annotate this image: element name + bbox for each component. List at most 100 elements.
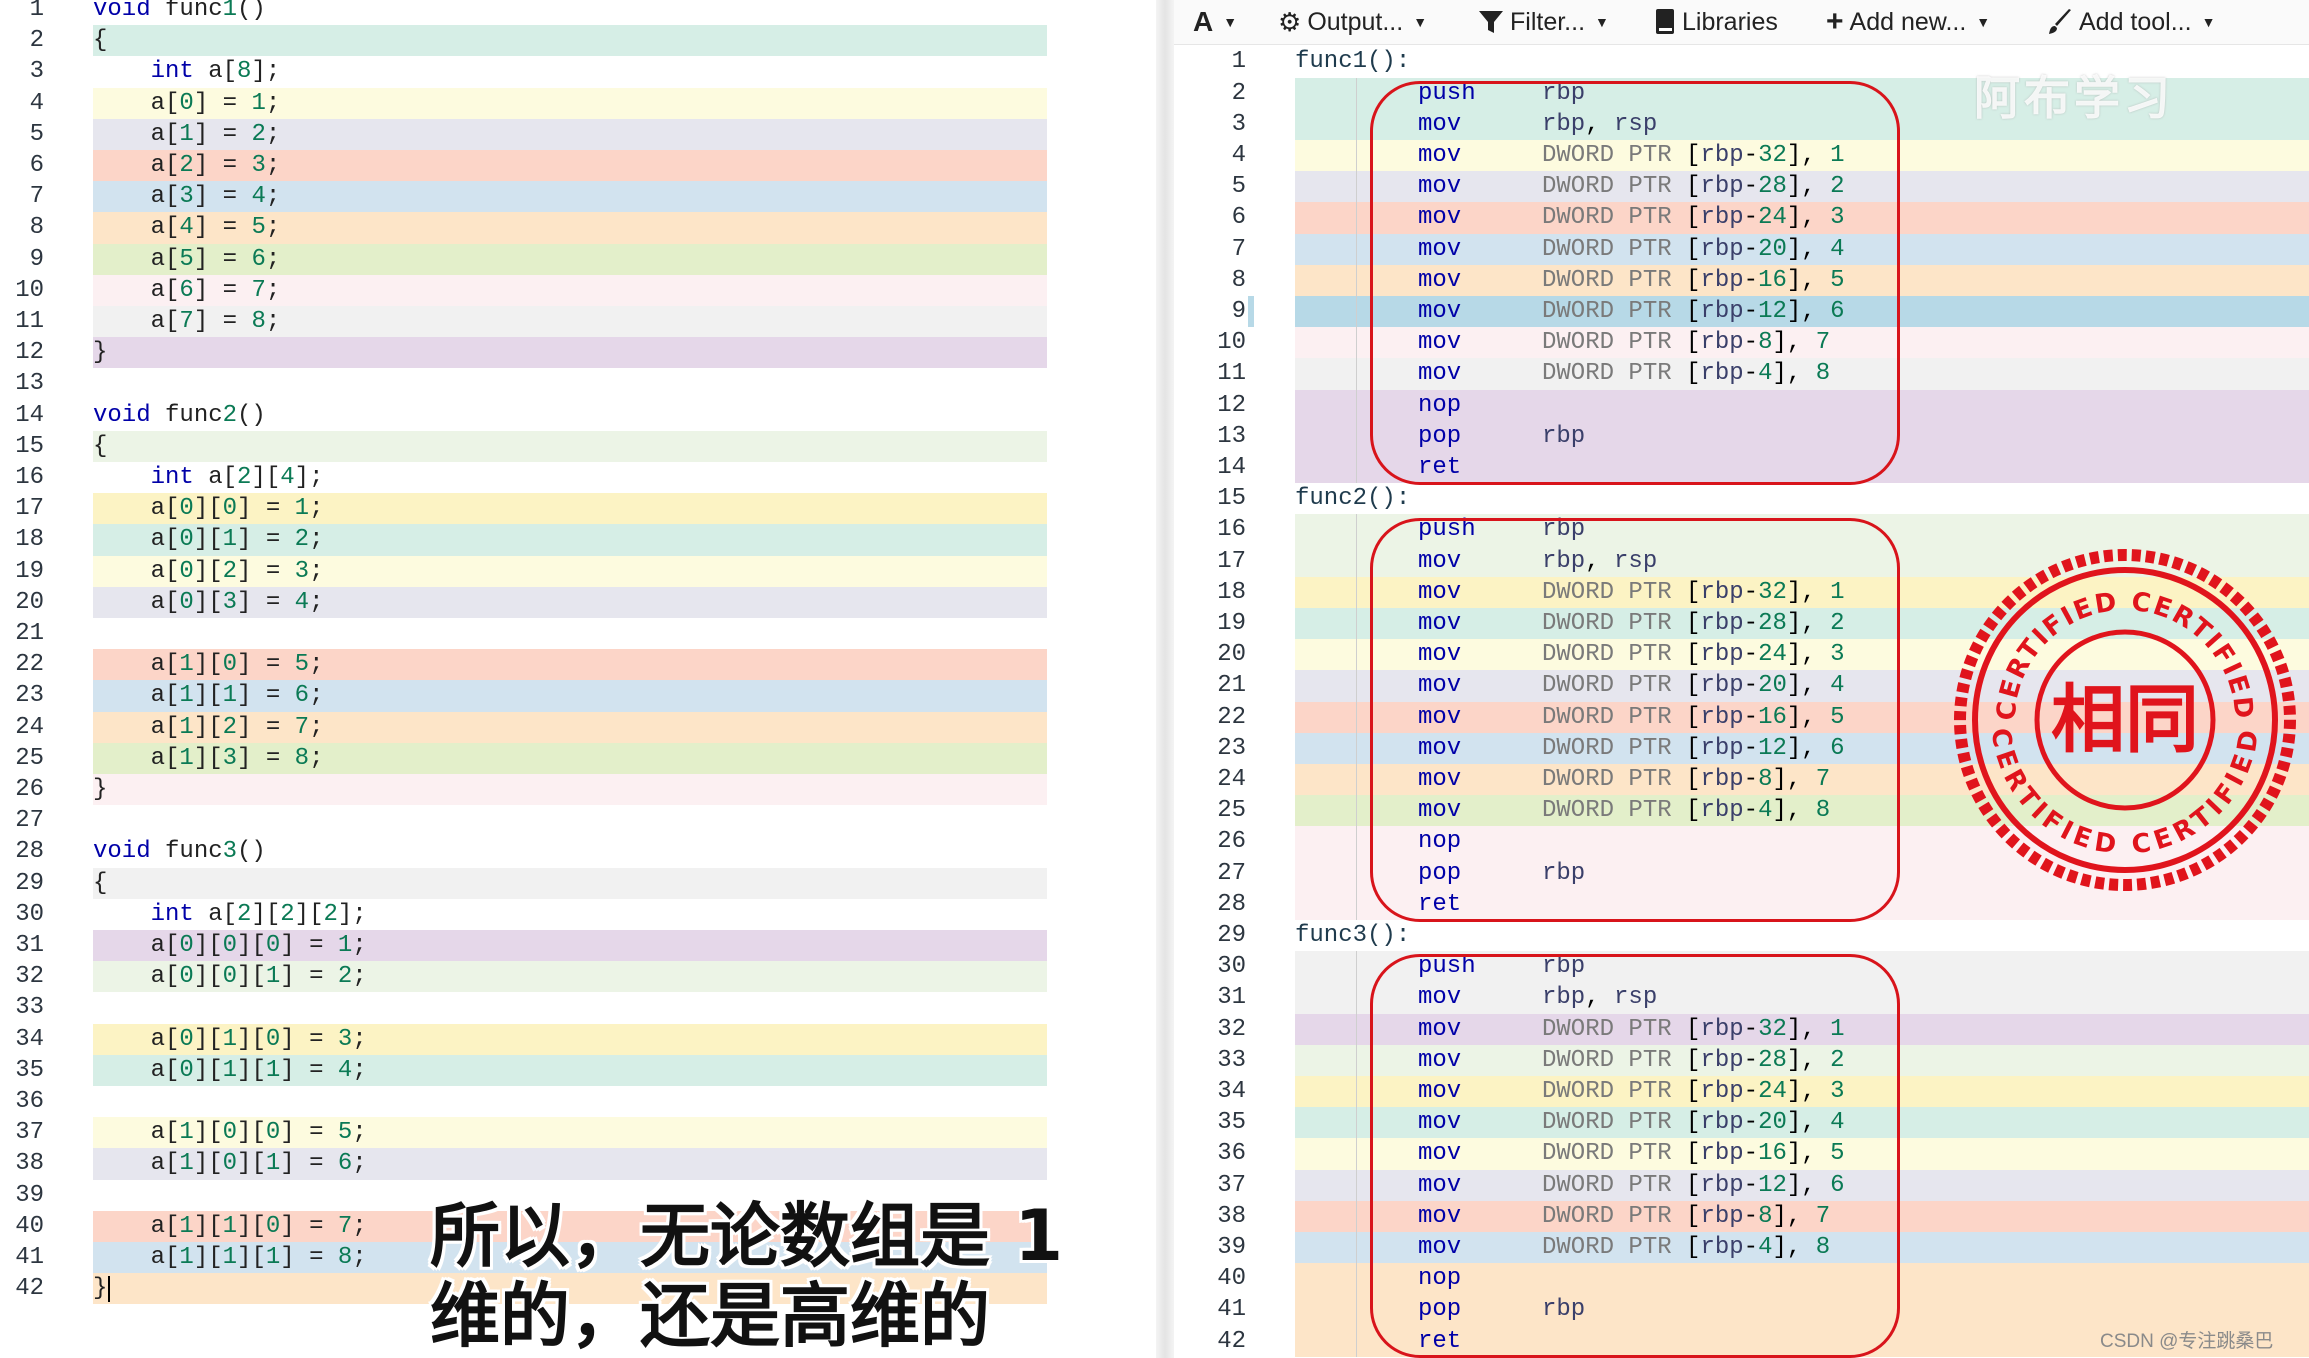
code-line[interactable]: { (93, 430, 1047, 462)
asm-instruction-line[interactable]: mov DWORD PTR [rbp-28], 2 (1295, 1044, 2309, 1076)
asm-instruction-line[interactable]: mov DWORD PTR [rbp-32], 1 (1295, 1013, 2309, 1045)
asm-instruction-line[interactable]: mov DWORD PTR [rbp-12], 6 (1295, 296, 2309, 328)
number-token: 4 (1830, 672, 1845, 700)
number-token: 1 (222, 1025, 238, 1053)
code-line[interactable]: void func3() (93, 836, 1047, 867)
asm-instruction-line[interactable]: mov DWORD PTR [rbp-16], 5 (1295, 701, 2309, 733)
asm-instruction-line[interactable]: ret (1295, 888, 2309, 920)
code-line[interactable]: a[0] = 1; (93, 87, 1047, 119)
code-line[interactable]: a[1][1][0] = 7; (93, 1210, 1047, 1242)
code-line[interactable]: a[1][1] = 6; (93, 680, 1047, 712)
code-token: a[ (93, 932, 180, 959)
code-line[interactable] (93, 1086, 1047, 1117)
asm-instruction-line[interactable]: push rbp (1295, 514, 2309, 546)
code-line[interactable]: int a[8]; (93, 56, 1047, 88)
asm-instruction-line[interactable]: mov DWORD PTR [rbp-12], 6 (1295, 732, 2309, 764)
asm-instruction-line[interactable]: nop (1295, 1263, 2309, 1295)
asm-instruction-line[interactable]: nop (1295, 826, 2309, 858)
code-line[interactable]: a[7] = 8; (93, 306, 1047, 338)
number-token: 12 (1758, 298, 1787, 325)
asm-instruction-line[interactable]: mov DWORD PTR [rbp-16], 5 (1295, 264, 2309, 296)
code-line[interactable]: void func2() (93, 400, 1047, 431)
code-line[interactable]: void func1() (93, 0, 1047, 25)
asm-instruction-line[interactable]: push rbp (1295, 951, 2309, 983)
code-line[interactable]: a[0][3] = 4; (93, 586, 1047, 618)
code-line[interactable] (93, 992, 1047, 1023)
asm-instruction-line[interactable]: mov DWORD PTR [rbp-28], 2 (1295, 171, 2309, 203)
libraries-button[interactable]: Libraries (1654, 6, 1778, 38)
code-line[interactable]: { (93, 25, 1047, 57)
source-editor[interactable]: 1 void func1() 2{3 int a[8]; 4 a[0] = 1; 5 a… (0, 0, 1156, 1358)
code-line[interactable]: a[0][0][1] = 2; (93, 961, 1047, 993)
asm-instruction-line[interactable]: ret (1295, 1325, 2309, 1357)
code-line[interactable]: a[1] = 2; (93, 118, 1047, 150)
asm-label-line[interactable]: func1(): (1295, 46, 2309, 77)
output-dropdown[interactable]: ⚙ Output... ▼ (1278, 6, 1427, 38)
code-line[interactable]: a[1][0][0] = 5; (93, 1117, 1047, 1149)
line-number: 16 (1217, 516, 1246, 544)
asm-instruction-line[interactable]: mov DWORD PTR [rbp-16], 5 (1295, 1138, 2309, 1170)
code-line[interactable] (93, 368, 1047, 399)
asm-instruction-line[interactable]: mov DWORD PTR [rbp-8], 7 (1295, 327, 2309, 359)
asm-instruction-line[interactable]: mov DWORD PTR [rbp-24], 3 (1295, 202, 2309, 234)
asm-instruction-line[interactable]: mov DWORD PTR [rbp-20], 4 (1295, 233, 2309, 265)
code-line[interactable]: a[0][2] = 3; (93, 555, 1047, 587)
asm-instruction-line[interactable]: mov DWORD PTR [rbp-32], 1 (1295, 140, 2309, 172)
asm-label-line[interactable]: func3(): (1295, 920, 2309, 951)
filter-dropdown[interactable]: Filter... ▼ (1478, 6, 1609, 38)
asm-label-line[interactable]: func2(): (1295, 483, 2309, 514)
code-line[interactable]: int a[2][4]; (93, 462, 1047, 494)
asm-instruction-line[interactable]: mov DWORD PTR [rbp-32], 1 (1295, 576, 2309, 608)
code-line[interactable]: a[1][0][1] = 6; (93, 1148, 1047, 1180)
asm-instruction-line[interactable]: mov DWORD PTR [rbp-4], 8 (1295, 795, 2309, 827)
code-token: - (1743, 1015, 1759, 1043)
number-token: 1 (179, 651, 194, 679)
font-size-dropdown[interactable]: A ▼ (1193, 6, 1237, 38)
asm-instruction-line[interactable]: mov DWORD PTR [rbp-20], 4 (1295, 670, 2309, 702)
code-line[interactable]: { (93, 867, 1047, 899)
code-line[interactable]: } (93, 337, 1047, 369)
code-line[interactable]: int a[2][2][2]; (93, 898, 1047, 930)
asm-instruction-line[interactable]: pop rbp (1295, 1294, 2309, 1326)
code-line[interactable]: } (93, 1273, 1047, 1305)
asm-instruction-line[interactable]: mov DWORD PTR [rbp-24], 3 (1295, 1076, 2309, 1108)
code-line[interactable] (93, 618, 1047, 649)
code-line[interactable]: a[2] = 3; (93, 150, 1047, 182)
code-line[interactable]: a[6] = 7; (93, 274, 1047, 306)
code-token: [ (1671, 1202, 1701, 1230)
add-tool-dropdown[interactable]: Add tool... ▼ (2047, 6, 2215, 38)
asm-instruction-line[interactable]: mov DWORD PTR [rbp-12], 6 (1295, 1169, 2309, 1201)
add-new-dropdown[interactable]: + Add new... ▼ (1826, 6, 1990, 38)
asm-instruction-line[interactable]: mov DWORD PTR [rbp-24], 3 (1295, 639, 2309, 671)
code-line[interactable]: a[0][0] = 1; (93, 493, 1047, 525)
asm-instruction-line[interactable]: pop rbp (1295, 420, 2309, 452)
code-line[interactable]: a[0][1] = 2; (93, 524, 1047, 556)
code-line[interactable]: } (93, 774, 1047, 806)
number-token: 0 (265, 1212, 281, 1240)
code-line[interactable]: a[0][1][1] = 4; (93, 1054, 1047, 1086)
code-line[interactable]: a[1][3] = 8; (93, 742, 1047, 774)
asm-instruction-line[interactable]: mov rbp, rsp (1295, 108, 2309, 140)
code-line[interactable]: a[3] = 4; (93, 181, 1047, 213)
code-line[interactable]: a[5] = 6; (93, 243, 1047, 275)
asm-instruction-line[interactable]: mov DWORD PTR [rbp-28], 2 (1295, 608, 2309, 640)
asm-instruction-line[interactable]: push rbp (1295, 77, 2309, 109)
code-line[interactable]: a[0][1][0] = 3; (93, 1023, 1047, 1055)
code-line[interactable] (93, 805, 1047, 836)
asm-instruction-line[interactable]: mov DWORD PTR [rbp-8], 7 (1295, 1200, 2309, 1232)
asm-instruction-line[interactable]: ret (1295, 452, 2309, 484)
code-line[interactable]: a[1][2] = 7; (93, 711, 1047, 743)
pane-splitter[interactable] (1156, 0, 1174, 1358)
asm-instruction-line[interactable]: mov DWORD PTR [rbp-8], 7 (1295, 764, 2309, 796)
asm-instruction-line[interactable]: mov DWORD PTR [rbp-4], 8 (1295, 1232, 2309, 1264)
asm-instruction-line[interactable]: nop (1295, 389, 2309, 421)
code-line[interactable]: a[4] = 5; (93, 212, 1047, 244)
code-line[interactable]: a[0][0][0] = 1; (93, 930, 1047, 962)
code-line[interactable]: a[1][1][1] = 8; (93, 1242, 1047, 1274)
code-line[interactable]: a[1][0] = 5; (93, 649, 1047, 681)
asm-instruction-line[interactable]: mov DWORD PTR [rbp-20], 4 (1295, 1107, 2309, 1139)
asm-instruction-line[interactable]: mov rbp, rsp (1295, 982, 2309, 1014)
register-token: rbp (1700, 641, 1744, 669)
code-token: ], (1786, 734, 1831, 762)
asm-instruction-line[interactable]: mov DWORD PTR [rbp-4], 8 (1295, 358, 2309, 390)
